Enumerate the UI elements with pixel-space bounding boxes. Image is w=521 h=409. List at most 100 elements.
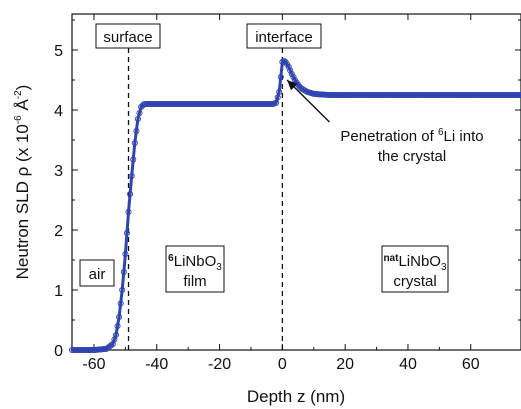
data-point — [360, 91, 368, 99]
data-point — [464, 91, 471, 99]
data-point — [370, 91, 377, 99]
data-point — [214, 100, 222, 108]
data-point — [172, 100, 179, 108]
data-point — [279, 58, 286, 66]
data-point — [506, 91, 514, 99]
data-series — [68, 57, 521, 354]
film-region-line2: film — [183, 273, 206, 290]
x-tick-label: 20 — [336, 356, 354, 373]
data-point — [89, 346, 96, 354]
data-point — [381, 91, 388, 99]
data-point — [477, 91, 484, 99]
data-point — [500, 91, 507, 99]
interface-label: interface — [255, 29, 313, 46]
data-point — [125, 208, 132, 216]
y-tick-label: 0 — [54, 343, 63, 360]
data-point — [511, 91, 518, 99]
data-point — [210, 100, 217, 108]
data-point — [354, 91, 361, 99]
data-point — [241, 100, 248, 108]
data-point — [365, 91, 372, 99]
data-point — [334, 91, 341, 99]
data-point — [299, 86, 306, 93]
x-tick-label: 0 — [278, 356, 287, 373]
x-tick-label: -60 — [82, 356, 105, 373]
data-point — [403, 91, 410, 99]
data-point — [382, 91, 390, 99]
data-point — [117, 300, 124, 307]
data-point — [255, 100, 262, 108]
data-point — [338, 91, 346, 99]
data-point — [277, 73, 284, 81]
data-point — [213, 100, 220, 108]
reference-lines — [127, 48, 284, 350]
penetration-arrow — [286, 79, 330, 123]
data-point — [386, 91, 393, 99]
data-point — [72, 346, 79, 354]
data-point — [340, 91, 347, 99]
data-point — [128, 172, 135, 180]
data-point — [84, 346, 91, 354]
data-point — [280, 57, 287, 64]
data-point — [119, 286, 126, 294]
data-point — [221, 100, 228, 108]
data-point — [145, 100, 152, 108]
data-point — [83, 346, 90, 354]
data-point — [181, 100, 189, 108]
x-tick-label: 40 — [399, 356, 417, 373]
x-tick-label: -40 — [145, 356, 168, 373]
data-point — [444, 91, 451, 99]
y-tick-label: 2 — [54, 223, 63, 240]
data-point — [188, 100, 195, 108]
data-point — [356, 91, 363, 99]
data-point — [430, 91, 437, 99]
data-point — [133, 127, 140, 135]
axis-ticks: -60 -40 -20 0 20 40 60 0 1 2 3 4 5 — [54, 14, 521, 373]
data-point — [401, 91, 408, 99]
data-point — [240, 100, 247, 108]
data-point — [290, 73, 297, 81]
x-axis-title: Depth z (nm) — [247, 387, 345, 406]
data-point — [450, 91, 457, 99]
data-point — [486, 91, 493, 99]
data-point — [127, 190, 134, 198]
data-point — [131, 139, 138, 147]
data-point — [367, 91, 374, 99]
data-point — [208, 100, 215, 108]
data-point — [116, 313, 123, 321]
data-point — [398, 91, 405, 99]
penetration-annotation-line1: Penetration of 6Li into — [340, 127, 483, 145]
series-line — [72, 58, 521, 352]
data-point — [335, 91, 342, 99]
data-point — [417, 91, 424, 99]
data-point — [225, 100, 233, 108]
data-point — [481, 91, 488, 99]
data-point — [491, 91, 498, 99]
y-tick-label: 4 — [54, 103, 63, 120]
data-point — [390, 91, 397, 99]
air-region-box: air — [79, 259, 115, 287]
data-point — [114, 322, 121, 330]
y-tick-label: 5 — [54, 43, 63, 60]
data-point — [406, 91, 413, 99]
data-point — [112, 331, 120, 339]
x-tick-label: -20 — [208, 356, 231, 373]
data-point — [517, 91, 521, 99]
data-point — [276, 88, 283, 96]
data-point — [480, 91, 487, 99]
data-point — [130, 156, 137, 163]
data-point — [414, 91, 421, 99]
data-point — [466, 91, 473, 99]
data-point — [419, 91, 426, 99]
data-point — [78, 346, 85, 354]
data-point — [502, 91, 509, 99]
data-point — [79, 346, 87, 354]
data-point — [375, 91, 382, 99]
data-point — [108, 342, 115, 349]
data-point — [516, 91, 521, 99]
crystal-region-line2: crystal — [393, 273, 436, 290]
film-region-label: 6LiNbO3 — [168, 253, 222, 273]
data-point — [423, 91, 430, 99]
x-tick-label: 60 — [462, 356, 480, 373]
